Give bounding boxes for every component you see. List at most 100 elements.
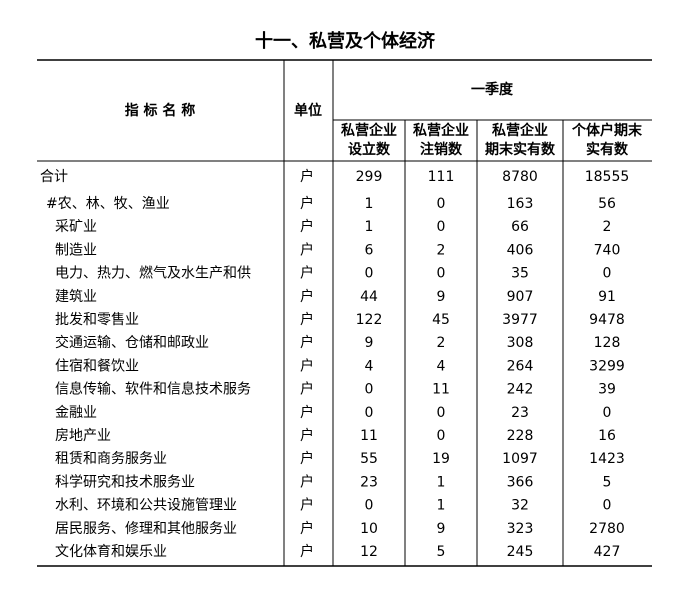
cell-value: 1423 [589,451,625,467]
cell-value: 6 [365,242,374,258]
cell-value: 2 [603,219,612,235]
cell-value: 91 [598,289,616,305]
column-header: 私营企业 [341,122,397,139]
cell-value: 366 [507,474,534,490]
cell-value: 32 [511,498,529,514]
row-name: 金融业 [55,405,97,421]
cell-value: 35 [511,266,529,282]
column-header: 注销数 [420,141,463,158]
row-unit: 户 [300,241,314,258]
cell-value: 3299 [589,358,625,374]
row-name: 租赁和商务服务业 [55,451,167,467]
cell-value: 4 [365,358,374,374]
cell-value: 19 [432,451,450,467]
cell-value: 163 [507,196,534,212]
row-unit: 户 [300,265,314,282]
cell-value: 0 [437,405,446,421]
cell-value: 55 [360,451,378,467]
cell-value: 0 [603,405,612,421]
cell-value: 11 [432,382,450,398]
row-name: 建筑业 [55,289,97,305]
cell-value: 5 [603,474,612,490]
cell-value: 5 [437,544,446,560]
cell-value: 0 [365,498,374,514]
cell-value: 0 [437,266,446,282]
cell-value: 299 [356,169,383,185]
cell-value: 1 [437,498,446,514]
row-name: 制造业 [55,242,97,258]
cell-value: 9 [365,335,374,351]
column-header: 私营企业 [413,122,469,139]
row-name: 信息传输、软件和信息技术服务 [55,381,251,398]
row-name: 文化体育和娱乐业 [55,544,167,560]
cell-value: 111 [428,169,455,185]
row-name: 科学研究和技术服务业 [55,474,195,490]
cell-value: 56 [598,196,616,212]
cell-value: 3977 [502,312,538,328]
cell-value: 1097 [502,451,538,467]
cell-value: 907 [507,289,534,305]
column-header: 期末实有数 [485,141,556,158]
cell-value: 0 [365,266,374,282]
row-unit: 户 [300,288,314,305]
row-name: 批发和零售业 [55,312,139,328]
row-unit: 户 [300,427,314,444]
cell-value: 242 [507,382,534,398]
row-unit: 户 [300,168,314,185]
cell-value: 308 [507,335,534,351]
cell-value: 12 [360,544,378,560]
header-period: 一季度 [471,81,514,98]
cell-value: 0 [437,428,446,444]
column-header: 私营企业 [492,122,548,139]
cell-value: 245 [507,544,534,560]
cell-value: 23 [360,474,378,490]
cell-value: 0 [437,219,446,235]
cell-value: 2780 [589,521,625,537]
cell-value: 0 [603,266,612,282]
row-unit: 户 [300,404,314,421]
cell-value: 406 [507,242,534,258]
column-header: 个体户期末 [571,122,643,139]
cell-value: 23 [511,405,529,421]
cell-value: 1 [437,474,446,490]
cell-value: 10 [360,521,378,537]
cell-value: 44 [360,289,378,305]
row-name: 电力、热力、燃气及水生产和供 [55,265,251,282]
row-name: 房地产业 [55,428,111,444]
cell-value: 66 [511,219,529,235]
cell-value: 45 [432,312,450,328]
cell-value: 0 [437,196,446,212]
cell-value: 2 [437,335,446,351]
row-name: #农、林、牧、渔业 [46,196,170,212]
cell-value: 9 [437,521,446,537]
row-unit: 户 [300,543,314,560]
row-unit: 户 [300,520,314,537]
cell-value: 4 [437,358,446,374]
cell-value: 0 [365,405,374,421]
cell-value: 0 [603,498,612,514]
cell-value: 427 [594,544,621,560]
cell-value: 39 [598,382,616,398]
column-header: 实有数 [586,141,629,158]
cell-value: 228 [507,428,534,444]
row-name: 水利、环境和公共设施管理业 [55,498,237,514]
cell-value: 1 [365,196,374,212]
row-unit: 户 [300,218,314,235]
cell-value: 264 [507,358,534,374]
row-unit: 户 [300,473,314,490]
cell-value: 128 [594,335,621,351]
row-unit: 户 [300,381,314,398]
cell-value: 0 [365,382,374,398]
cell-value: 8780 [502,169,538,185]
row-name: 居民服务、修理和其他服务业 [55,521,237,537]
cell-value: 122 [356,312,383,328]
column-header: 设立数 [348,141,391,158]
row-unit: 户 [300,497,314,514]
title: 十一、私营及个体经济 [255,30,436,52]
cell-value: 2 [437,242,446,258]
row-name: 住宿和餐饮业 [55,357,139,374]
cell-value: 16 [598,428,616,444]
row-unit: 户 [300,195,314,212]
cell-value: 9 [437,289,446,305]
